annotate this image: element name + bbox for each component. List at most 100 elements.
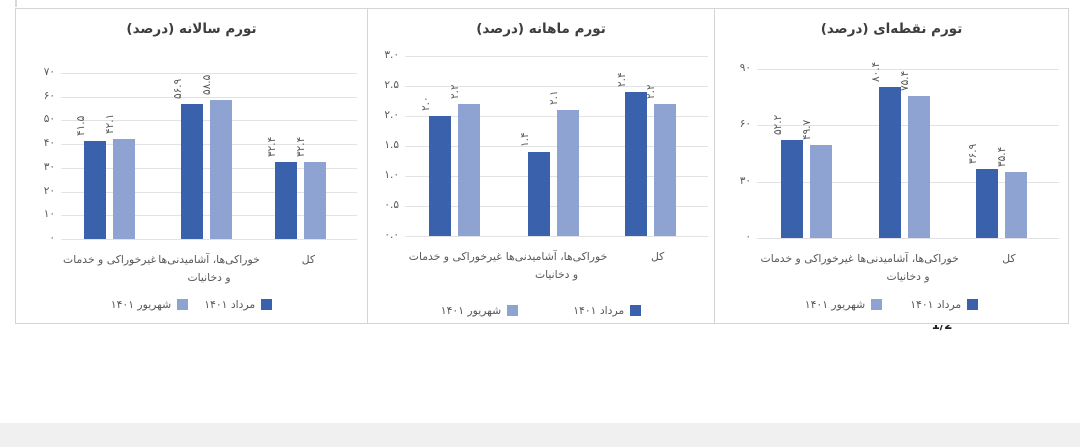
gridline bbox=[61, 191, 357, 193]
legend-item-series1: مرداد ۱۴۰۱ bbox=[204, 298, 273, 311]
chart-legend: مرداد ۱۴۰۱ شهریور ۱۴۰۱ bbox=[368, 304, 714, 317]
bar-series1 bbox=[976, 168, 999, 238]
legend-item-series2: شهریور ۱۴۰۱ bbox=[440, 304, 519, 317]
bar-series1 bbox=[624, 92, 647, 236]
y-axis-tick-label: ۳۰ bbox=[43, 160, 55, 173]
y-axis-tick-label: ۵۰ bbox=[43, 113, 55, 126]
legend-label: مرداد ۱۴۰۱ bbox=[573, 304, 625, 317]
chart-panel-annual-inflation: تورم سالانه (درصد) ۰ ۱۰ ۲۰ ۳۰ ۴۰ ۵۰ ۶۰ ۷۰ ۴۱.۵ ۵۶… bbox=[15, 8, 368, 324]
bar-value-label: ۳۵.۴ bbox=[996, 146, 1009, 167]
legend-label: شهریور ۱۴۰۱ bbox=[440, 304, 502, 317]
bar-value-label: ۳۶.۹ bbox=[967, 143, 980, 164]
chart-panel-monthly-inflation: تورم ماهانه (درصد) ۰.۰ ۰.۵ ۱.۰ ۱.۵ ۲.۰ ۲.۵ ۳.۰… bbox=[368, 8, 715, 324]
legend-swatch bbox=[507, 305, 519, 316]
bar-value-label: ۲.۱ bbox=[547, 90, 560, 105]
bar-value-label: ۲.۲ bbox=[644, 84, 657, 99]
bar-value-label: ۳۲.۴ bbox=[266, 136, 279, 158]
gridline bbox=[757, 125, 1059, 127]
y-axis-tick-label: ۶۰ bbox=[43, 89, 55, 102]
crop-artifact bbox=[15, 0, 17, 7]
bar-value-label: ۵۸.۵ bbox=[200, 75, 213, 96]
gridline bbox=[757, 181, 1059, 183]
gridline bbox=[405, 86, 708, 87]
chart-legend: مرداد ۱۴۰۱ شهریور ۱۴۰۱ bbox=[715, 298, 1068, 311]
y-axis-tick-label: ۷۰ bbox=[43, 66, 55, 78]
y-axis-tick-label: ۴۰ bbox=[43, 137, 55, 150]
legend-swatch bbox=[177, 299, 189, 310]
y-axis-tick-label: ۰ bbox=[49, 232, 55, 244]
chart-title-annual: تورم سالانه (درصد) bbox=[126, 21, 257, 37]
gridline bbox=[757, 69, 1059, 70]
bar-series2 bbox=[458, 104, 481, 236]
gridline bbox=[61, 215, 357, 217]
y-axis-tick-label: ۰.۰ bbox=[384, 229, 399, 241]
legend-swatch bbox=[967, 299, 979, 310]
bar-series1 bbox=[879, 87, 902, 238]
bar-value-label: ۴۹.۷ bbox=[801, 119, 814, 140]
gridline bbox=[405, 146, 708, 147]
gridline bbox=[405, 206, 708, 207]
gridline bbox=[61, 73, 357, 74]
legend-item-series1: مرداد ۱۴۰۱ bbox=[573, 304, 642, 317]
bar-value-label: ۵۶.۹ bbox=[171, 78, 184, 100]
legend-swatch bbox=[871, 299, 883, 310]
chart-panel-point-to-point-inflation: تورم نقطه‌ای (درصد) ۰ ۳۰ ۶۰ ۹۰ ۵۲.۲ ۸۰.۴ ۳۶.۹ ۴… bbox=[715, 8, 1069, 324]
x-category-label: کل bbox=[650, 250, 665, 263]
y-axis-tick-label: ۲۰ bbox=[43, 184, 55, 197]
legend-label: مرداد ۱۴۰۱ bbox=[910, 298, 962, 311]
bar-value-label: ۷۵.۴ bbox=[899, 71, 912, 92]
bar-series1 bbox=[275, 162, 298, 239]
bar-value-label: ۴۲.۱ bbox=[104, 113, 117, 135]
legend-label: مرداد ۱۴۰۱ bbox=[204, 298, 256, 311]
y-axis-tick-label: ۲.۰ bbox=[384, 109, 399, 121]
x-category-label: غیرخوراکی و خدمات bbox=[63, 253, 157, 266]
gridline bbox=[61, 120, 357, 122]
gridline bbox=[405, 236, 708, 237]
gridline bbox=[405, 116, 708, 117]
y-axis-tick-label: ۳.۰ bbox=[384, 49, 399, 61]
x-category-label: غیرخوراکی و خدمات bbox=[760, 252, 854, 265]
bar-value-label: ۲.۴ bbox=[615, 72, 628, 87]
bar-value-label: ۱.۴ bbox=[518, 132, 531, 147]
bar-value-label: ۴۱.۵ bbox=[75, 115, 88, 136]
x-axis-labels: غیرخوراکی و خدمات خوراکی‌ها، آشامیدنی‌ها و… bbox=[757, 250, 1059, 287]
chart-title-point-to-point: تورم نقطه‌ای (درصد) bbox=[820, 21, 963, 37]
gridline bbox=[61, 96, 357, 98]
gridline bbox=[61, 167, 357, 169]
y-axis-tick-label: ۱۰ bbox=[43, 208, 55, 221]
bar-series1 bbox=[429, 116, 452, 236]
legend-swatch bbox=[630, 305, 642, 316]
bar-value-label: ۳۲.۴ bbox=[295, 136, 308, 158]
x-axis-labels: غیرخوراکی و خدمات خوراکی‌ها، آشامیدنی‌ها و… bbox=[405, 248, 708, 285]
bar-value-label: ۸۰.۴ bbox=[870, 61, 883, 83]
chart-title-monthly: تورم ماهانه (درصد) bbox=[476, 21, 606, 37]
legend-item-series1: مرداد ۱۴۰۱ bbox=[910, 298, 979, 311]
x-category-label: خوراکی‌ها، آشامیدنی‌ها و دخانیات bbox=[158, 253, 260, 285]
y-axis-tick-label: ۱.۵ bbox=[384, 139, 399, 151]
bar-series2 bbox=[556, 110, 579, 236]
y-axis-tick-label: ۱.۰ bbox=[384, 169, 399, 181]
legend-label: شهریور ۱۴۰۱ bbox=[110, 298, 172, 311]
bar-series2 bbox=[304, 162, 327, 239]
bar-value-label: ۲.۲ bbox=[449, 84, 462, 99]
x-category-label: غیرخوراکی و خدمات bbox=[408, 250, 502, 263]
gridline bbox=[405, 56, 708, 57]
bar-series2 bbox=[653, 104, 676, 236]
x-category-label: کل bbox=[301, 253, 316, 266]
x-category-label: کل bbox=[1002, 252, 1016, 265]
x-axis-labels: غیرخوراکی و خدمات خوراکی‌ها، آشامیدنی‌ها و… bbox=[61, 251, 357, 288]
x-category-label: خوراکی‌ها، آشامیدنی‌ها و دخانیات bbox=[505, 250, 608, 282]
page-number: 1/2 bbox=[931, 325, 953, 332]
gridline bbox=[61, 239, 357, 240]
bar-series2 bbox=[113, 139, 136, 239]
bar-value-label: ۲.۰ bbox=[420, 96, 433, 111]
bar-value-label: ۵۲.۲ bbox=[772, 114, 785, 135]
bar-series1 bbox=[84, 140, 107, 239]
gridline bbox=[757, 238, 1059, 239]
chart-legend: مرداد ۱۴۰۱ شهریور ۱۴۰۱ bbox=[16, 298, 367, 311]
y-axis-tick-label: ۰ bbox=[745, 231, 751, 243]
bar-series1 bbox=[781, 139, 804, 238]
y-axis-tick-label: ۰.۵ bbox=[384, 199, 399, 211]
bar-series2 bbox=[810, 144, 833, 238]
